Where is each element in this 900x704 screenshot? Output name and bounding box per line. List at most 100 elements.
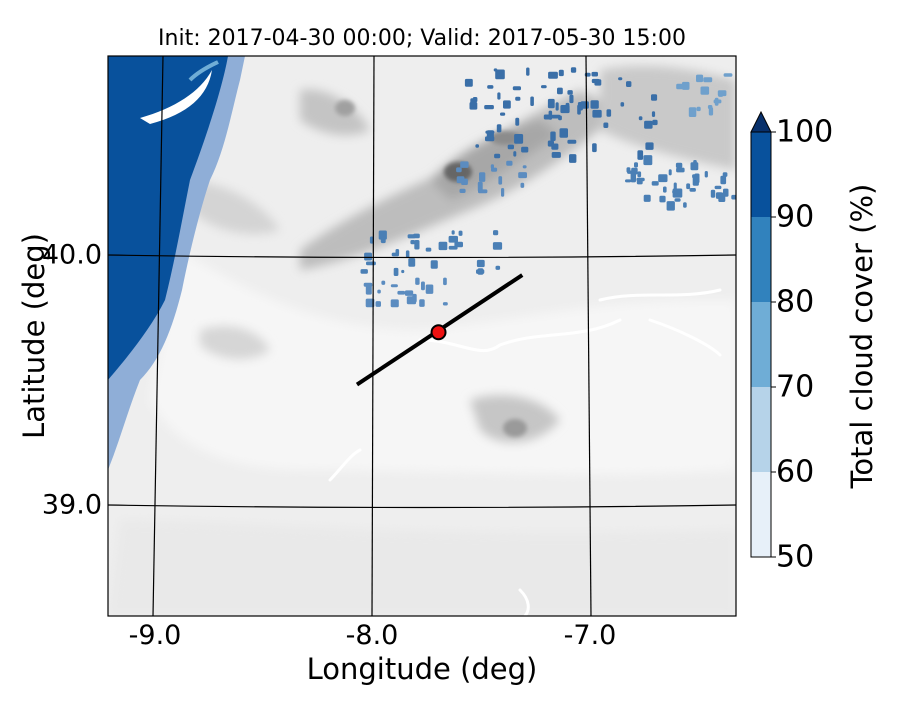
cloud-patch	[369, 236, 374, 244]
cloud-patch	[644, 120, 653, 129]
cloud-patch	[419, 299, 425, 307]
colorbar-swatch	[751, 302, 771, 387]
cloud-patch	[515, 96, 521, 101]
cloud-patch	[541, 85, 547, 89]
cloud-patch	[714, 185, 722, 190]
cloud-patch	[470, 98, 477, 109]
cloud-patch	[591, 71, 598, 77]
cloud-patch	[486, 130, 494, 140]
cloud-patch	[495, 69, 505, 80]
cloud-patch	[512, 86, 521, 91]
meridian-line	[152, 56, 164, 616]
cloud-patch	[543, 114, 552, 120]
cloud-patch	[626, 167, 631, 173]
cloud-patch	[626, 81, 632, 87]
cloud-patch	[692, 176, 699, 186]
cloud-patch	[723, 73, 733, 77]
cloud-patch	[625, 179, 632, 183]
ocean-cloud-90	[108, 56, 228, 380]
cloud-patch	[408, 258, 416, 267]
cloud-patch	[577, 104, 581, 115]
cloud-patch	[475, 144, 479, 148]
cloud-patch	[442, 302, 448, 306]
x-axis-label: Longitude (deg)	[306, 652, 538, 686]
colorbar-tick-label: 70	[776, 369, 815, 405]
x-tick-label: -7.0	[563, 620, 617, 651]
cloud-patch	[708, 107, 714, 116]
cloud-patch	[674, 198, 681, 202]
parallel-line	[108, 254, 736, 259]
cloud-patch	[591, 78, 600, 84]
cloud-patch	[652, 119, 658, 126]
colorbar-outline	[750, 131, 772, 558]
cloud-patch	[460, 161, 469, 168]
cloud-patch	[365, 285, 372, 295]
cloud-patch	[495, 265, 501, 270]
cloud-patch	[637, 150, 644, 160]
cloud-patch	[377, 289, 381, 294]
cloud-patch	[555, 102, 559, 111]
cloud-patch	[676, 167, 685, 173]
colorbar-tick-label: 60	[776, 454, 815, 490]
cloud-patch	[651, 94, 658, 101]
cloud-patch	[476, 259, 485, 268]
chart-title: Init: 2017-04-30 00:00; Valid: 2017-05-3…	[158, 26, 686, 51]
colorbar-tick-label: 100	[776, 114, 834, 150]
x-tick-label: -9.0	[128, 620, 182, 651]
cloud-patch	[484, 105, 494, 110]
cloud-patch	[404, 290, 414, 296]
cloud-patch	[720, 175, 727, 185]
cloud-patch	[365, 298, 375, 308]
colorbar-extend-arrow	[750, 110, 772, 133]
y-tick-label: 40.0	[41, 239, 102, 271]
cloud-patch	[492, 242, 503, 250]
cloud-patch	[521, 146, 529, 153]
map-frame	[107, 55, 737, 617]
cloud-patch	[438, 241, 448, 251]
cloud-patch	[643, 155, 653, 166]
cloud-patch	[686, 183, 691, 190]
cloud-patch	[704, 171, 708, 178]
cloud-patch	[673, 182, 677, 191]
cloud-patches	[360, 67, 736, 308]
cloud-patch	[397, 290, 406, 295]
cloud-patch	[507, 144, 514, 150]
cloud-patch	[493, 230, 499, 236]
cloud-patch	[690, 162, 699, 171]
cloud-patch	[651, 181, 659, 186]
cloud-patch	[700, 86, 710, 95]
cloud-patch	[551, 114, 561, 119]
cloud-patch	[551, 143, 559, 150]
cloud-patch	[620, 102, 625, 107]
cloud-patch	[666, 201, 675, 211]
location-marker	[430, 324, 447, 341]
cloud-patch	[477, 181, 483, 192]
cloud-patch	[425, 284, 434, 294]
cloud-patch	[645, 142, 654, 150]
y-tick-label: 39.0	[41, 489, 102, 521]
cloud-patch	[526, 67, 530, 76]
cloud-patch	[393, 267, 399, 276]
cloud-patch	[425, 247, 432, 252]
cloud-patch	[658, 174, 668, 183]
cloud-patch	[618, 77, 623, 81]
cloud-patch	[672, 190, 681, 194]
cloud-patch	[414, 240, 420, 250]
cloud-patch	[590, 100, 599, 109]
cloud-patch	[518, 172, 527, 179]
cloud-patch	[497, 92, 501, 100]
colorbar-swatch	[751, 387, 771, 472]
cloud-patch	[569, 94, 574, 104]
cloud-patch	[548, 71, 558, 79]
cloud-patch	[696, 106, 701, 112]
cloud-patch	[530, 96, 534, 106]
cloud-patch	[454, 241, 463, 248]
cloud-patch	[456, 176, 465, 184]
cloud-patch	[643, 194, 651, 202]
cloud-patch	[569, 154, 577, 163]
cloud-patch	[634, 162, 638, 168]
cloud-patch	[459, 188, 466, 193]
cloud-patch	[551, 152, 561, 158]
meridian-line	[585, 56, 592, 616]
